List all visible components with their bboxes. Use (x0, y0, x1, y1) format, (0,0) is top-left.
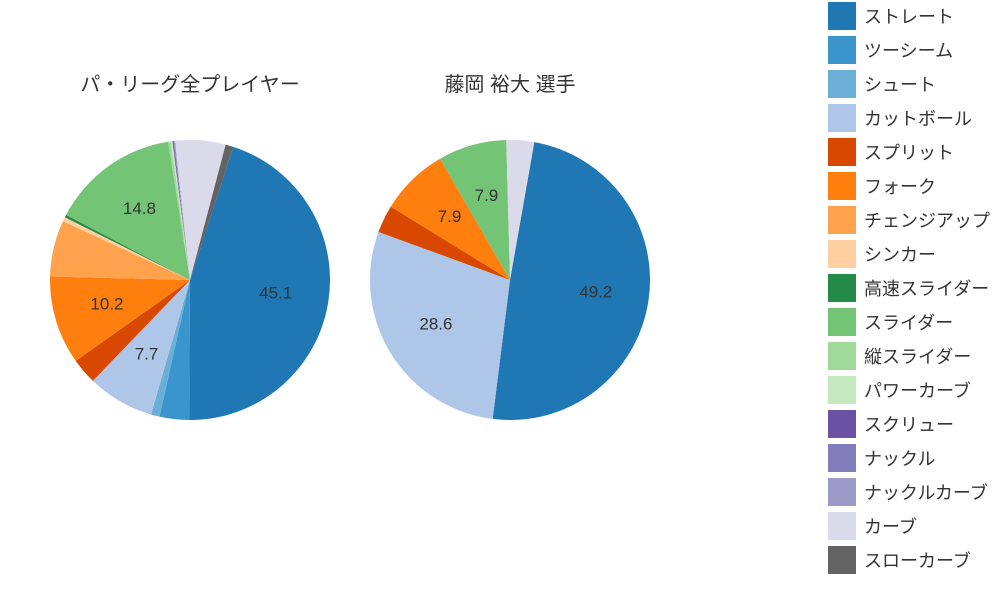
legend-item: ストレート (828, 0, 990, 31)
legend-label: ツーシーム (864, 37, 953, 63)
legend-item: チェンジアップ (828, 204, 990, 235)
legend-label: カットボール (864, 105, 972, 131)
legend: ストレートツーシームシュートカットボールスプリットフォークチェンジアップシンカー… (828, 0, 990, 575)
legend-swatch (828, 240, 856, 268)
legend-item: シュート (828, 68, 990, 99)
legend-swatch (828, 104, 856, 132)
legend-label: 高速スライダー (864, 275, 989, 301)
pie-slice-label: 14.8 (123, 199, 156, 218)
legend-label: シンカー (864, 241, 936, 267)
legend-swatch (828, 206, 856, 234)
legend-swatch (828, 36, 856, 64)
legend-item: シンカー (828, 238, 990, 269)
legend-item: 縦スライダー (828, 340, 990, 371)
pie-slice-label: 7.9 (438, 207, 462, 226)
legend-item: カーブ (828, 510, 990, 541)
pie-slice-label: 7.7 (135, 345, 159, 364)
legend-swatch (828, 342, 856, 370)
legend-swatch (828, 172, 856, 200)
legend-item: スプリット (828, 136, 990, 167)
legend-label: チェンジアップ (864, 207, 990, 233)
legend-swatch (828, 308, 856, 336)
legend-label: スプリット (864, 139, 954, 165)
legend-label: ナックルカーブ (864, 479, 988, 505)
chart-container: { "canvas": { "width": 1000, "height": 6… (0, 0, 1000, 600)
legend-label: 縦スライダー (864, 343, 971, 369)
pie-slice-label: 45.1 (259, 283, 292, 302)
legend-label: フォーク (864, 173, 936, 199)
legend-label: シュート (864, 71, 936, 97)
legend-swatch (828, 138, 856, 166)
legend-item: スライダー (828, 306, 990, 337)
legend-item: スクリュー (828, 408, 990, 439)
legend-item: 高速スライダー (828, 272, 990, 303)
legend-label: スクリュー (864, 411, 954, 437)
pie-slice-label: 7.9 (475, 186, 499, 205)
pie-slice-label: 28.6 (419, 315, 452, 334)
legend-swatch (828, 410, 856, 438)
legend-swatch (828, 478, 856, 506)
legend-item: スローカーブ (828, 544, 990, 575)
legend-label: ストレート (864, 3, 954, 29)
legend-item: フォーク (828, 170, 990, 201)
legend-item: ナックル (828, 442, 990, 473)
legend-swatch (828, 512, 856, 540)
pie-right: 49.2 28.6 7.9 7.9 (330, 100, 690, 460)
legend-swatch (828, 70, 856, 98)
legend-swatch (828, 2, 856, 30)
legend-label: パワーカーブ (864, 377, 971, 403)
legend-label: スローカーブ (864, 547, 971, 573)
pie-slice-label: 49.2 (579, 282, 612, 301)
pie-left-title: パ・リーグ全プレイヤー (50, 68, 330, 97)
legend-item: カットボール (828, 102, 990, 133)
legend-swatch (828, 274, 856, 302)
legend-item: パワーカーブ (828, 374, 990, 405)
legend-label: ナックル (864, 445, 935, 471)
pie-right-title: 藤岡 裕大 選手 (370, 68, 650, 97)
legend-swatch (828, 444, 856, 472)
legend-item: ツーシーム (828, 34, 990, 65)
pie-slice-label: 10.2 (90, 295, 123, 314)
legend-label: カーブ (864, 513, 917, 539)
legend-swatch (828, 376, 856, 404)
legend-swatch (828, 546, 856, 574)
legend-label: スライダー (864, 309, 953, 335)
legend-item: ナックルカーブ (828, 476, 990, 507)
pie-left: 45.1 7.7 10.2 14.8 (10, 100, 370, 460)
